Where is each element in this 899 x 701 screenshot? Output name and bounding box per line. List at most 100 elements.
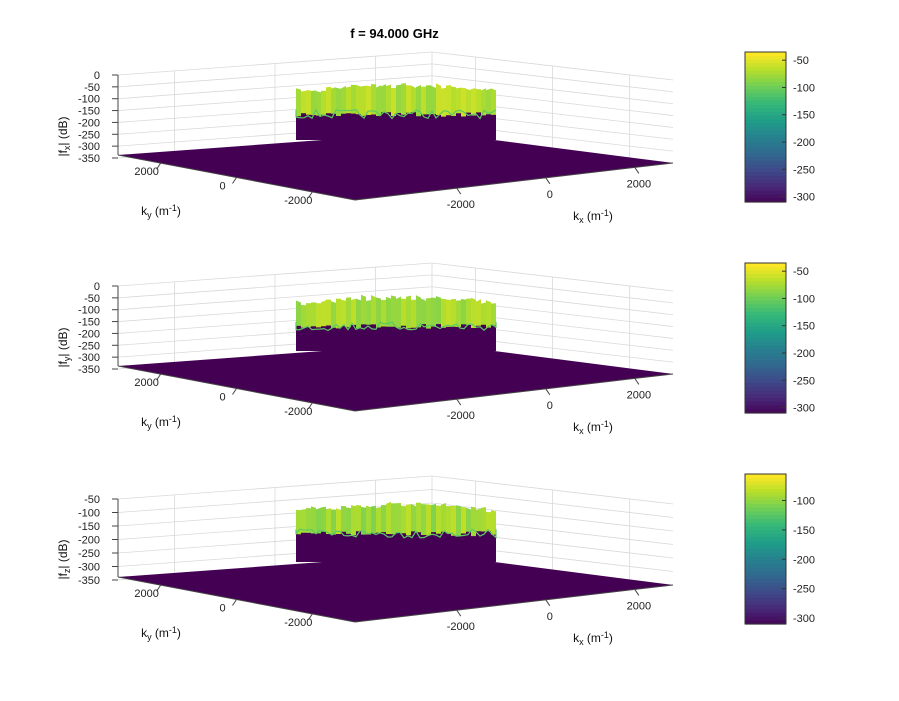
y-axis-label-part: -1	[169, 414, 177, 424]
surface-patch	[436, 83, 441, 115]
colorbar-frame	[744, 262, 787, 414]
colorbar-tick-label: -100	[793, 495, 815, 507]
colorbar-segment	[745, 474, 786, 479]
colorbar-segment	[745, 345, 786, 350]
colorbar-segment	[745, 123, 786, 128]
surface-patch	[361, 85, 366, 116]
x-tick-label: 0	[547, 400, 553, 412]
surface-patch	[396, 296, 401, 328]
x-tick-label: 2000	[627, 389, 651, 401]
surface-patch	[376, 297, 381, 328]
surface-patch	[491, 88, 496, 115]
surface-patch	[346, 297, 351, 328]
x-tick-label: 0	[547, 189, 553, 201]
colorbar: -100 -150 -200 -250 -300	[744, 473, 815, 625]
x-axis-label-part: )	[609, 631, 613, 645]
y-tick-label: 0	[219, 181, 225, 193]
colorbar-segment	[745, 93, 786, 98]
colorbar-segment	[745, 308, 786, 313]
surface-patch	[386, 296, 391, 327]
colorbar-segment	[745, 612, 786, 618]
axis-edge-x	[354, 373, 674, 412]
colorbar-segment	[745, 289, 786, 294]
surface-patch	[346, 86, 351, 114]
y-tick-label: -2000	[284, 617, 312, 629]
surface-patch	[301, 509, 306, 533]
colorbar-segment	[745, 323, 786, 328]
surface-patch	[331, 87, 336, 114]
y-axis-label-part: -1	[169, 625, 177, 635]
surface-patch	[476, 299, 481, 326]
surface-patch	[406, 504, 411, 536]
z-label-sub: y	[62, 356, 72, 361]
colorbar-frame	[744, 51, 787, 203]
z-tick-label: -150	[78, 521, 100, 533]
colorbar-segment	[745, 364, 786, 369]
colorbar-segment	[745, 85, 786, 91]
x-axis-label-part: x	[579, 637, 584, 647]
surface-patch	[441, 298, 446, 328]
z-label-tail: | (dB)	[56, 327, 70, 356]
colorbar-segment	[745, 383, 786, 388]
plateau-edge	[295, 108, 497, 120]
surface-patch	[366, 300, 371, 325]
surface-patch	[426, 504, 431, 536]
colorbar-segment	[745, 541, 786, 546]
colorbar-segment	[745, 160, 786, 166]
colorbar-segment	[745, 338, 786, 343]
surface-patch	[391, 295, 396, 327]
z-label-tail: | (dB)	[56, 539, 70, 568]
x-tick	[634, 167, 640, 174]
colorbar-segment	[745, 511, 786, 516]
colorbar-segment	[745, 138, 786, 143]
surface-patch	[441, 87, 446, 117]
surface-patch	[491, 303, 496, 326]
surface-patch	[381, 299, 386, 327]
surface-patch	[471, 88, 476, 116]
surface-patch	[481, 507, 486, 532]
surface-patch	[431, 503, 436, 533]
x-tick	[456, 187, 462, 195]
z-tick-label: -250	[78, 129, 100, 141]
y-axis-label-part: y	[147, 421, 152, 431]
plateau-top	[295, 83, 497, 120]
colorbar-segment	[745, 530, 786, 535]
surface-patch	[486, 511, 491, 532]
colorbar-segment	[745, 386, 786, 392]
colorbar-segment	[745, 187, 786, 192]
surface-patch	[321, 506, 326, 532]
colorbar-segment	[745, 579, 786, 584]
surface-patch	[476, 508, 481, 532]
x-tick-label: 2000	[627, 178, 651, 190]
y-axis-label: ky (m-1)	[141, 203, 181, 220]
x-axis-label-part: k	[573, 209, 580, 223]
x-axis-label: kx (m-1)	[573, 419, 613, 436]
plateau-top	[295, 294, 497, 332]
x-tick	[545, 177, 551, 185]
z-label-main: |f	[56, 360, 70, 367]
colorbar-segment	[745, 153, 786, 158]
y-axis-label-part: k	[141, 204, 148, 218]
colorbar-segment	[745, 575, 786, 580]
x-tick	[634, 378, 640, 385]
z-tick-label: -50	[84, 82, 100, 94]
x-axis-label-part: (m	[584, 420, 601, 434]
surface-patch	[411, 85, 416, 113]
surface-patch	[376, 507, 381, 533]
surface-patch	[421, 504, 426, 535]
z-axis-label: |fy| (dB)	[56, 327, 72, 367]
colorbar-segment	[745, 319, 786, 324]
x-axis-label-part: -1	[601, 419, 609, 429]
colorbar-tick-label: -300	[793, 613, 815, 625]
y-axis-label-part: y	[147, 632, 152, 642]
z-tick-label: -50	[84, 293, 100, 305]
y-tick	[307, 613, 313, 621]
z-tick-label: -300	[78, 352, 100, 364]
colorbar-segment	[745, 281, 786, 287]
x-tick	[545, 599, 551, 607]
colorbar-segment	[745, 515, 786, 520]
colorbar-tick-label: -250	[793, 375, 815, 387]
z-axis-label: |fz| (dB)	[56, 539, 72, 579]
surface-patch	[401, 83, 406, 115]
colorbar-segment	[745, 300, 786, 305]
